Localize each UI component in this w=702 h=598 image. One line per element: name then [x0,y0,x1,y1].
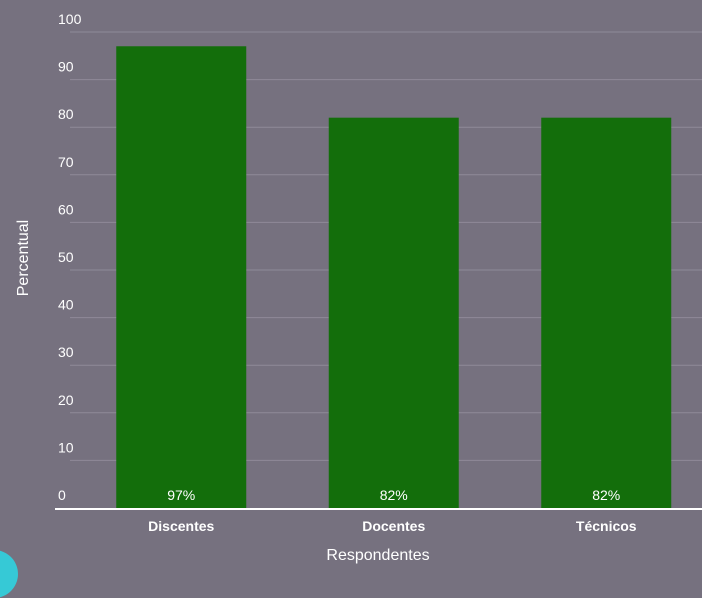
bar-value-label: 82% [592,487,620,503]
x-tick-label: Técnicos [576,518,637,534]
y-tick-label: 70 [58,154,74,170]
y-tick-label: 100 [58,11,82,27]
bar [541,118,671,508]
y-tick-label: 30 [58,344,74,360]
x-axis-title: Respondentes [326,547,429,564]
x-tick-label: Docentes [362,518,425,534]
y-tick-label: 20 [58,392,74,408]
x-tick-label: Discentes [148,518,214,534]
bar-value-label: 97% [167,487,195,503]
bar-value-label: 82% [380,487,408,503]
y-tick-label: 40 [58,297,74,313]
bar [329,118,459,508]
bar-chart: 97% 82% 82% 0 10 20 30 40 50 60 70 80 90 100 Discent… [0,0,702,568]
y-axis-title: Percentual [15,220,32,297]
y-tick-label: 80 [58,106,74,122]
bars [116,46,671,508]
y-axis-ticks: 0 10 20 30 40 50 60 70 80 90 100 [58,11,82,503]
y-tick-label: 0 [58,487,66,503]
x-axis-ticks: Discentes Docentes Técnicos [148,518,637,534]
y-tick-label: 50 [58,249,74,265]
y-tick-label: 10 [58,439,74,455]
y-tick-label: 60 [58,201,74,217]
bar [116,46,246,508]
y-tick-label: 90 [58,59,74,75]
